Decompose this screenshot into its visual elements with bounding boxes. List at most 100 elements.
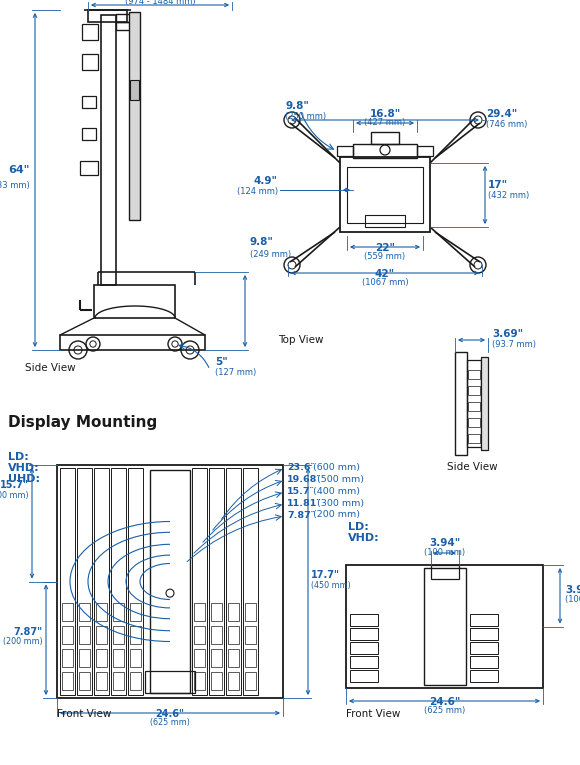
Bar (417, 146, 433, 156)
Bar (194, 603, 205, 621)
Bar (211, 649, 222, 667)
Bar (150, 470, 190, 693)
Text: 24.6": 24.6" (155, 709, 184, 719)
Bar (371, 132, 399, 144)
Text: (93.7 mm): (93.7 mm) (492, 340, 536, 349)
Bar (211, 672, 222, 690)
Bar (130, 626, 141, 644)
Text: (427 mm): (427 mm) (364, 118, 405, 126)
Text: (1633 mm): (1633 mm) (0, 181, 30, 190)
Bar (130, 80, 139, 100)
Text: UHD:: UHD: (8, 474, 40, 484)
Bar (101, 15, 116, 285)
Bar (130, 672, 141, 690)
Bar (130, 603, 141, 621)
Text: (600 mm): (600 mm) (310, 463, 360, 471)
Bar (209, 468, 224, 695)
Bar (350, 642, 378, 654)
Bar (82, 96, 96, 108)
Text: (746 mm): (746 mm) (486, 119, 527, 129)
Bar (82, 54, 98, 70)
Bar (467, 360, 481, 447)
Bar (79, 626, 90, 644)
Text: LD:: LD: (348, 522, 369, 532)
Bar (228, 626, 239, 644)
Bar (347, 167, 423, 223)
Bar (468, 370, 480, 379)
Text: 3.94": 3.94" (565, 584, 580, 594)
Bar (245, 649, 256, 667)
Text: 9.8": 9.8" (285, 101, 309, 111)
Bar (82, 24, 98, 40)
Text: 3.69": 3.69" (492, 329, 523, 339)
Text: 16.8": 16.8" (369, 109, 401, 119)
Text: 24.6": 24.6" (429, 697, 460, 707)
Bar (350, 670, 378, 682)
Bar (77, 468, 92, 695)
Bar (130, 649, 141, 667)
Bar (211, 626, 222, 644)
Bar (113, 649, 124, 667)
Text: (625 mm): (625 mm) (424, 705, 465, 715)
Bar (350, 656, 378, 668)
Bar (96, 626, 107, 644)
Bar (113, 626, 124, 644)
Bar (94, 285, 175, 318)
Text: 11.81″: 11.81″ (287, 499, 322, 507)
Bar (228, 649, 239, 667)
Text: (625 mm): (625 mm) (150, 718, 190, 727)
Text: 23.6″: 23.6″ (287, 463, 315, 471)
Bar (62, 603, 73, 621)
Bar (96, 672, 107, 690)
Text: (249 mm): (249 mm) (250, 249, 291, 259)
Bar (469, 642, 498, 654)
Bar (62, 649, 73, 667)
Bar (116, 14, 138, 22)
Bar (340, 157, 430, 232)
Text: Front View: Front View (57, 709, 111, 719)
Text: 9.8": 9.8" (250, 237, 274, 247)
Text: 42": 42" (375, 269, 395, 279)
Text: 15.7″: 15.7″ (287, 487, 315, 496)
Bar (243, 468, 258, 695)
Text: (300 mm): (300 mm) (314, 499, 364, 507)
Bar (468, 386, 480, 395)
Bar (128, 468, 143, 695)
Bar (57, 465, 283, 698)
Text: Side View: Side View (25, 363, 75, 373)
Bar (192, 468, 207, 695)
Bar (211, 603, 222, 621)
Bar (88, 10, 127, 22)
Text: VHD:: VHD: (348, 533, 380, 543)
Text: Display Mounting: Display Mounting (8, 415, 157, 429)
Text: (1067 mm): (1067 mm) (362, 278, 408, 287)
Text: 17": 17" (488, 180, 508, 190)
Bar (226, 468, 241, 695)
Bar (228, 672, 239, 690)
Text: 29.4": 29.4" (486, 109, 517, 119)
Text: (200 mm): (200 mm) (310, 510, 360, 519)
Bar (469, 628, 498, 640)
Text: 15.7": 15.7" (0, 480, 29, 490)
Bar (129, 12, 140, 220)
Bar (228, 603, 239, 621)
Bar (468, 402, 480, 411)
Text: 3.94": 3.94" (429, 538, 460, 548)
Bar (337, 146, 353, 156)
Bar (455, 352, 467, 455)
Bar (79, 672, 90, 690)
Text: 19.68″: 19.68″ (287, 474, 322, 483)
Text: (400 mm): (400 mm) (310, 487, 360, 496)
Bar (145, 671, 195, 693)
Text: (250 mm): (250 mm) (285, 112, 326, 121)
Text: (127 mm): (127 mm) (215, 367, 256, 376)
Text: 17.7": 17.7" (311, 571, 340, 581)
Text: 7.87″: 7.87″ (287, 510, 315, 519)
Bar (111, 468, 126, 695)
Bar (113, 603, 124, 621)
Bar (468, 418, 480, 427)
Bar (481, 357, 488, 450)
Text: 64": 64" (9, 165, 30, 175)
Text: 22": 22" (375, 243, 395, 253)
Text: (124 mm): (124 mm) (237, 187, 278, 196)
